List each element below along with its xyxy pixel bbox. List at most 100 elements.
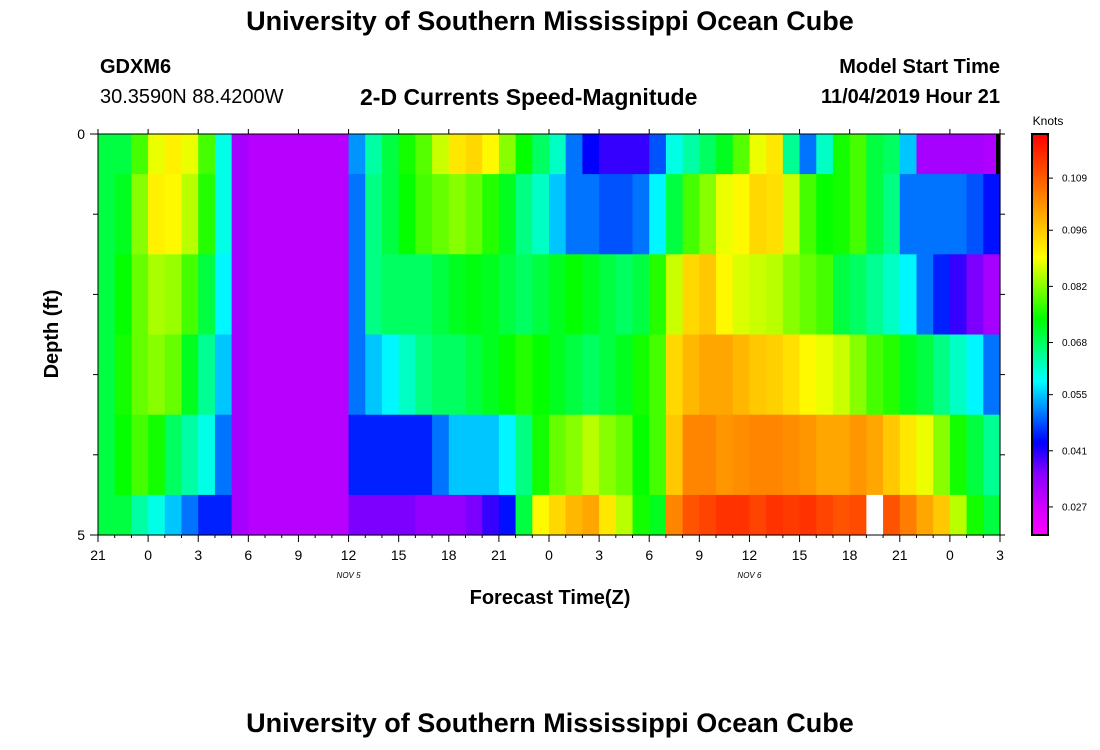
model-start-value: 11/04/2019 Hour 21 bbox=[820, 86, 1000, 108]
heatmap-cell bbox=[933, 174, 951, 255]
colorbar-segment bbox=[1032, 498, 1048, 502]
heatmap-cell bbox=[716, 494, 734, 536]
colorbar-segment bbox=[1032, 246, 1048, 249]
colorbar-segment bbox=[1032, 390, 1048, 394]
colorbar-segment bbox=[1032, 496, 1048, 500]
heatmap-cell bbox=[983, 254, 1001, 336]
heatmap-cell bbox=[682, 174, 700, 255]
colorbar-segment bbox=[1032, 332, 1048, 336]
heatmap-cell bbox=[214, 254, 233, 336]
heatmap-cell bbox=[98, 494, 116, 536]
heatmap-cell bbox=[281, 254, 300, 336]
heatmap-cell bbox=[615, 254, 634, 336]
colorbar-segment bbox=[1032, 180, 1048, 183]
heatmap-cell bbox=[849, 494, 867, 536]
heatmap-cell bbox=[649, 494, 667, 536]
colorbar-segment bbox=[1032, 192, 1048, 195]
colorbar-segment bbox=[1032, 262, 1048, 265]
colorbar-segment bbox=[1032, 378, 1048, 382]
heatmap-cell bbox=[649, 334, 667, 416]
heatmap-cell bbox=[281, 414, 300, 496]
x-tick-label: 18 bbox=[842, 547, 858, 563]
heatmap-cell bbox=[131, 254, 149, 336]
colorbar-segment bbox=[1032, 322, 1048, 326]
heatmap-cell bbox=[432, 414, 450, 496]
heatmap-cell bbox=[565, 414, 583, 496]
colorbar-segment bbox=[1032, 458, 1048, 462]
heatmap-cell bbox=[966, 134, 984, 175]
x-tick-label: 6 bbox=[244, 547, 252, 563]
x-tick-label: 15 bbox=[792, 547, 808, 563]
colorbar-segment bbox=[1032, 348, 1048, 352]
colorbar-segment bbox=[1032, 466, 1048, 470]
heatmap-cell bbox=[849, 414, 867, 496]
colorbar-segment bbox=[1032, 284, 1048, 287]
station-id: GDXM6 bbox=[100, 56, 172, 78]
colorbar-segment bbox=[1032, 248, 1048, 251]
heatmap-cell bbox=[849, 334, 867, 416]
heatmap-cell bbox=[131, 334, 149, 416]
heatmap-cell bbox=[265, 254, 283, 336]
colorbar-segment bbox=[1032, 526, 1048, 530]
colorbar-segment bbox=[1032, 432, 1048, 436]
colorbar-segment bbox=[1032, 342, 1048, 346]
colorbar-segment bbox=[1032, 306, 1048, 310]
colorbar-segment bbox=[1032, 314, 1048, 318]
colorbar-segment bbox=[1032, 206, 1048, 209]
heatmap-cell bbox=[532, 174, 550, 255]
colorbar-segment bbox=[1032, 476, 1048, 480]
heatmap-cell bbox=[649, 174, 667, 255]
heatmap-cell bbox=[164, 334, 183, 416]
heatmap-cell bbox=[298, 334, 316, 416]
colorbar-segment bbox=[1032, 494, 1048, 498]
colorbar-segment bbox=[1032, 272, 1048, 275]
heatmap-cell bbox=[98, 414, 116, 496]
heatmap-cell bbox=[532, 334, 550, 416]
colorbar-segment bbox=[1032, 366, 1048, 370]
colorbar-segment bbox=[1032, 308, 1048, 312]
x-tick-label: 18 bbox=[441, 547, 457, 563]
heatmap-cell bbox=[983, 414, 1001, 496]
heatmap-cell bbox=[448, 254, 467, 336]
colorbar-segment bbox=[1032, 444, 1048, 448]
colorbar-segment bbox=[1032, 222, 1048, 225]
heatmap-cell bbox=[298, 254, 316, 336]
heatmap-cell bbox=[665, 254, 684, 336]
heatmap-cell bbox=[582, 414, 600, 496]
heatmap-cell bbox=[498, 254, 517, 336]
colorbar-segment bbox=[1032, 336, 1048, 340]
colorbar-segment bbox=[1032, 188, 1048, 191]
colorbar-tick-label: 0.068 bbox=[1062, 338, 1087, 349]
heatmap-cell bbox=[198, 414, 216, 496]
heatmap-cell bbox=[966, 174, 984, 255]
colorbar-segment bbox=[1032, 454, 1048, 458]
colorbar-tick-label: 0.027 bbox=[1062, 502, 1087, 513]
heatmap-cell bbox=[131, 494, 149, 536]
colorbar-segment bbox=[1032, 374, 1048, 378]
heatmap-cell bbox=[348, 134, 366, 175]
x-tick-label: 15 bbox=[391, 547, 407, 563]
colorbar-segment bbox=[1032, 398, 1048, 402]
heatmap-cell bbox=[248, 334, 266, 416]
heatmap-cell bbox=[649, 254, 667, 336]
colorbar-segment bbox=[1032, 268, 1048, 271]
heatmap-cell bbox=[515, 334, 533, 416]
x-axis-label: Forecast Time(Z) bbox=[470, 587, 631, 609]
colorbar-segment bbox=[1032, 484, 1048, 488]
heatmap-cell bbox=[148, 414, 166, 496]
heatmap-cell bbox=[732, 494, 751, 536]
date-label: NOV 5 bbox=[337, 571, 362, 580]
colorbar-segment bbox=[1032, 328, 1048, 332]
colorbar-segment bbox=[1032, 276, 1048, 279]
colorbar-segment bbox=[1032, 370, 1048, 374]
heatmap-cell bbox=[214, 134, 233, 175]
heatmap-cell bbox=[682, 414, 700, 496]
heatmap-cell bbox=[248, 414, 266, 496]
heatmap-cell bbox=[665, 414, 684, 496]
heatmap-cell bbox=[916, 414, 934, 496]
colorbar-segment bbox=[1032, 324, 1048, 328]
colorbar-segment bbox=[1032, 134, 1048, 137]
colorbar-tick-label: 0.096 bbox=[1062, 226, 1087, 237]
colorbar-segment bbox=[1032, 470, 1048, 474]
heatmap-cell bbox=[515, 414, 533, 496]
